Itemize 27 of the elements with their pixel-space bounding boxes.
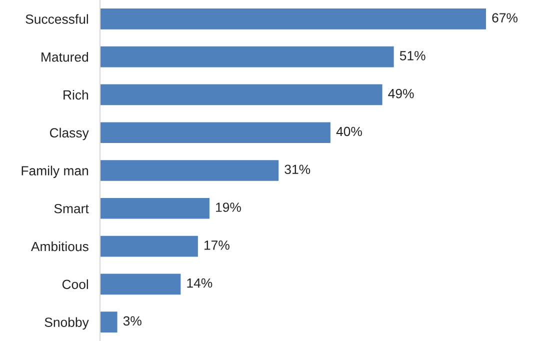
bar [100,84,382,106]
y-tick-label: Ambitious [30,241,88,252]
bar [100,274,181,295]
data-label: 67% [492,13,518,22]
data-label: 17% [204,240,230,250]
y-tick-label: Matured [42,52,88,62]
bar [100,198,210,219]
bar [100,122,330,144]
y-tick-label: Family man [22,166,88,178]
data-label: 19% [216,202,241,212]
bar [100,312,118,332]
y-tick-label: Cool [62,279,88,290]
bar [100,8,486,30]
data-label: 40% [336,126,362,136]
y-tick-label: Snobby [44,317,89,330]
y-tick-label: Smart [54,204,89,214]
y-tick-label: Classy [50,128,89,140]
data-label: 49% [388,88,414,98]
bar [100,236,198,257]
y-tick-label: Successful [26,14,88,24]
data-label: 3% [123,316,142,326]
data-label: 14% [187,278,212,288]
data-label: 51% [400,51,426,60]
y-tick-label: Rich [64,90,88,100]
bar [100,160,279,181]
data-label: 31% [284,164,310,174]
bar [100,46,394,68]
